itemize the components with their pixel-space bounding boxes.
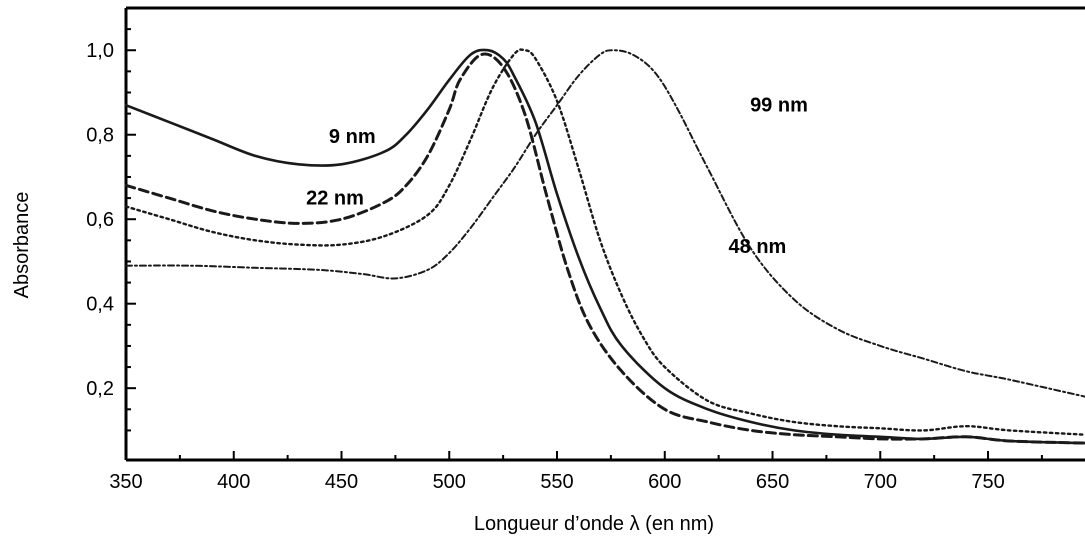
y-tick-label: 0,6 — [86, 209, 114, 231]
series-annotation-99-nm: 99 nm — [750, 94, 808, 116]
series-annotation-22-nm: 22 nm — [306, 187, 364, 209]
x-tick-label: 600 — [648, 471, 681, 493]
series-annotation-48-nm: 48 nm — [729, 236, 787, 258]
x-tick-label: 750 — [971, 471, 1004, 493]
series-annotation-9-nm: 9 nm — [329, 126, 376, 148]
y-tick-label: 0,4 — [86, 294, 114, 316]
series-line-99-nm — [125, 49, 1085, 398]
labels-layer: 9 nm 22 nm 48 nm 99 nm — [306, 94, 808, 258]
y-tick-label: 0,8 — [86, 125, 114, 147]
y-tick-label: 1,0 — [86, 40, 114, 62]
x-tick-label: 700 — [864, 471, 897, 493]
y-axis-title: Absorbance — [11, 192, 33, 299]
x-tick-label: 650 — [756, 471, 789, 493]
x-tick-label: 350 — [109, 471, 142, 493]
series-line-22-nm — [124, 52, 1085, 445]
x-axis-title: Longueur d’onde λ (en nm) — [474, 513, 714, 535]
series-line-9-nm — [124, 48, 1085, 445]
x-tick-label: 550 — [540, 471, 573, 493]
series-layer — [124, 48, 1085, 445]
series-line-48-nm — [124, 48, 1085, 436]
ticks-layer: 350 400 450 500 550 600 650 700 750 0,2 0,4 0,6 0,8 1… — [86, 28, 1043, 493]
x-tick-label: 500 — [433, 471, 466, 493]
x-tick-label: 450 — [325, 471, 358, 493]
x-tick-label: 400 — [217, 471, 250, 493]
y-tick-label: 0,2 — [86, 378, 114, 400]
plot-frame — [124, 6, 1085, 462]
